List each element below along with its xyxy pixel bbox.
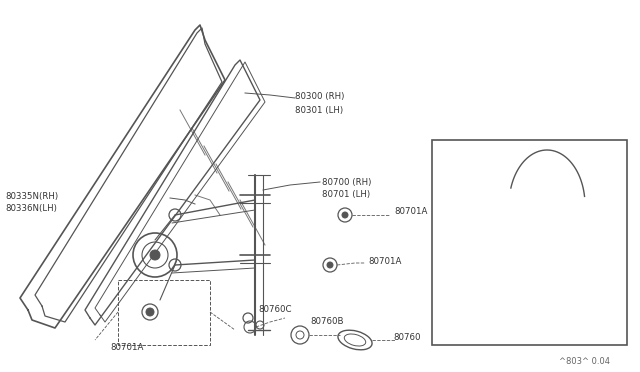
Text: F/POWER WINDOW: F/POWER WINDOW xyxy=(440,150,525,158)
Text: 80300 (RH): 80300 (RH) xyxy=(295,93,344,102)
Text: 80700 (RH): 80700 (RH) xyxy=(322,177,371,186)
Text: 80760: 80760 xyxy=(393,334,420,343)
Circle shape xyxy=(150,250,160,260)
Text: 80701A: 80701A xyxy=(368,257,401,266)
Text: 80730(RH): 80730(RH) xyxy=(492,311,534,320)
Text: 80731(LH): 80731(LH) xyxy=(492,323,534,331)
Circle shape xyxy=(342,212,348,218)
Text: 80760B: 80760B xyxy=(310,317,344,327)
Text: 80760C: 80760C xyxy=(258,305,291,314)
Circle shape xyxy=(327,262,333,268)
Text: 80700(RH): 80700(RH) xyxy=(540,263,582,273)
Text: 80701A: 80701A xyxy=(110,343,143,353)
Circle shape xyxy=(478,266,486,274)
Text: 80701 (LH): 80701 (LH) xyxy=(322,189,370,199)
Circle shape xyxy=(146,308,154,316)
Text: 80701(LH): 80701(LH) xyxy=(540,276,582,285)
Text: ^803^ 0.04: ^803^ 0.04 xyxy=(559,357,610,366)
Text: 80301 (LH): 80301 (LH) xyxy=(295,106,343,115)
Text: 80701A: 80701A xyxy=(394,208,428,217)
Bar xyxy=(432,140,627,345)
Text: 80335N(RH): 80335N(RH) xyxy=(5,192,58,201)
Text: 80336N(LH): 80336N(LH) xyxy=(5,203,57,212)
